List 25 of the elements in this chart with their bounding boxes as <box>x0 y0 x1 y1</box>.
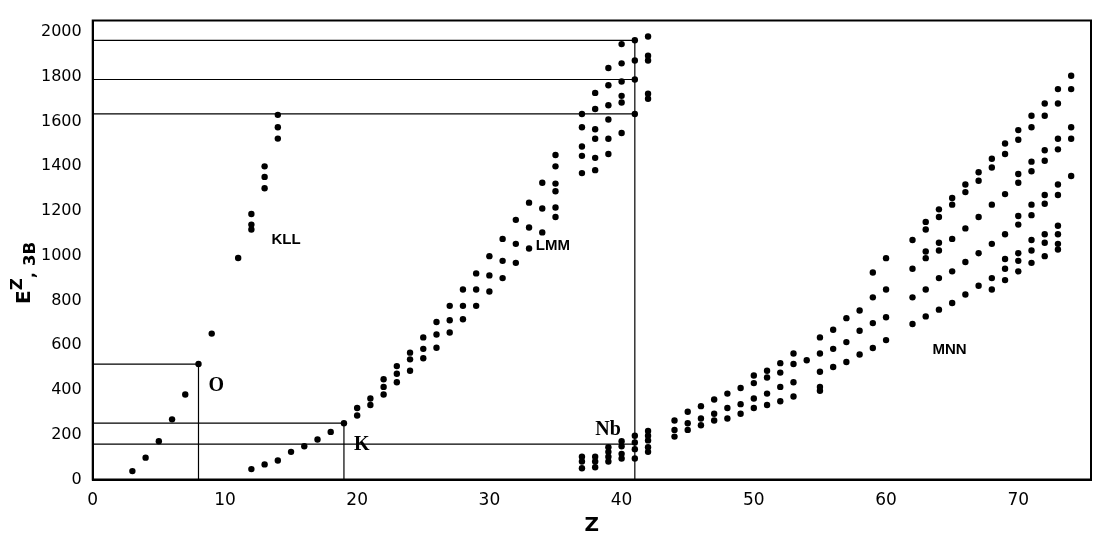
x-tick-label: 70 <box>1007 489 1030 510</box>
x-tick-label: 20 <box>346 489 368 510</box>
x-tick-label: 10 <box>214 489 236 510</box>
x-tick-label: 60 <box>875 489 897 510</box>
y-tick-label: 800 <box>51 289 82 309</box>
series-label: KLL <box>271 230 301 248</box>
y-tick-label: 600 <box>51 334 82 354</box>
y-tick-label: 1600 <box>41 110 82 130</box>
y-tick-label: 400 <box>51 379 82 399</box>
y-tick-label: 200 <box>51 423 82 443</box>
y-tick-label: 2000 <box>41 20 82 40</box>
x-tick-label: 30 <box>478 489 501 510</box>
y-tick-label: 1200 <box>41 200 82 220</box>
series-label: MNN <box>932 340 967 358</box>
annotation: O <box>208 373 225 396</box>
y-tick-label: 1400 <box>41 155 82 175</box>
annotation: Nb <box>595 417 621 440</box>
y-tick-label: 1800 <box>41 65 82 85</box>
series-label: LMM <box>535 236 570 254</box>
x-tick-label: 40 <box>610 489 633 510</box>
x-tick-label: 50 <box>743 489 765 510</box>
x-axis-title: Z <box>584 512 600 537</box>
x-tick-label: 0 <box>87 489 99 510</box>
y-tick-label: 0 <box>71 468 82 488</box>
y-tick-label: 1000 <box>41 244 82 264</box>
